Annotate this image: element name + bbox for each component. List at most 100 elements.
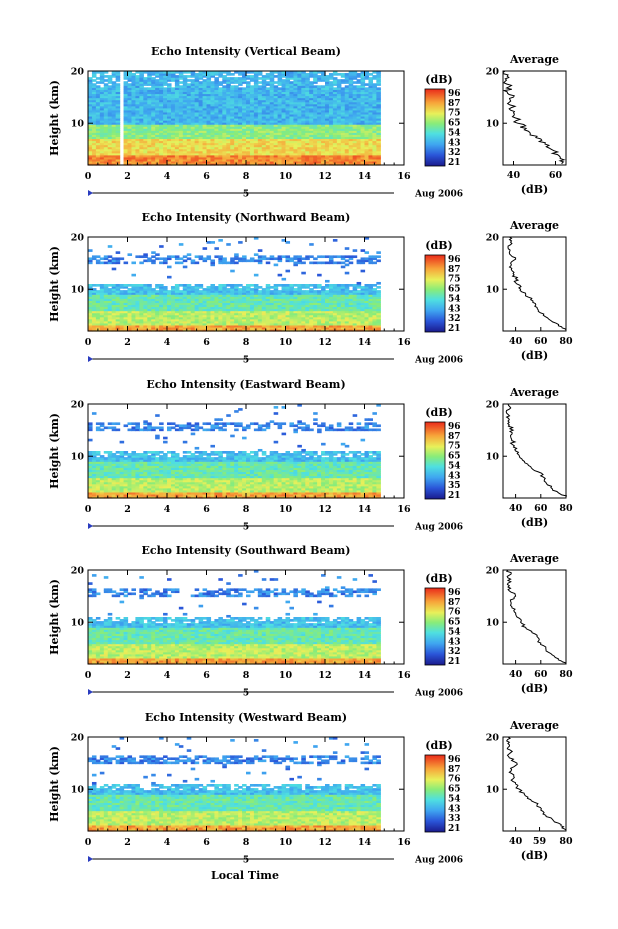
heatmap-cell [364,107,370,111]
heatmap-cell [305,97,310,101]
heatmap-cell [289,162,294,166]
heatmap-cell [246,324,251,328]
heatmap-cell [88,322,93,326]
heatmap-cell [174,136,180,140]
heatmap-cell [170,318,176,322]
heatmap-cell [317,77,322,80]
heatmap-cell [139,103,144,107]
heatmap-cell [293,158,298,162]
heatmap-cell [309,304,314,308]
heatmap-cell [226,113,231,117]
heatmap-cell [352,140,358,144]
heatmap-cell [151,79,156,82]
heatmap-cell [178,320,184,324]
heatmap-cell [281,107,287,111]
heatmap-cell [151,142,156,146]
heatmap-cell [202,124,208,127]
heatmap-cell [297,304,302,308]
heatmap-cell [321,120,326,123]
heatmap-cell [170,109,176,113]
heatmap-cell [332,101,338,105]
heatmap-cell [285,316,291,320]
heatmap-cell [293,152,298,156]
heatmap-cell [123,109,129,113]
heatmap-cell [135,146,140,150]
heatmap-cell [293,294,298,297]
heatmap-cell [317,113,322,117]
heatmap-cell [194,306,200,310]
heatmap-cell [261,89,267,93]
heatmap-cell [313,71,318,74]
heatmap-cell [242,324,247,328]
heatmap-cell [261,75,267,78]
heatmap-cell [103,156,109,160]
heatmap-cell [170,113,176,117]
heatmap-cell [297,124,302,127]
heatmap-cell [364,150,370,154]
heatmap-cell [190,126,196,129]
heatmap-cell [348,107,354,111]
heatmap-cell [206,140,212,144]
heatmap-cell [222,109,227,113]
heatmap-cell [194,308,200,312]
heatmap-cell [95,85,101,88]
heatmap-cell [167,101,172,105]
heatmap-cell [242,286,247,289]
heatmap-cell [253,320,259,324]
heatmap-cell [368,134,373,137]
heatmap-cell [325,132,330,135]
heatmap-cell [301,162,306,166]
heatmap-cell [230,288,235,291]
heatmap-cell [214,138,219,142]
heatmap-cell [222,113,227,117]
heatmap-cell [194,101,200,105]
heatmap-cell [348,111,354,115]
heatmap-cell [265,318,271,322]
heatmap-cell [257,130,263,133]
heatmap-cell [317,310,322,314]
heatmap-cell [242,300,247,303]
heatmap-cell [281,294,287,297]
heatmap-cell [352,286,358,289]
heatmap-cell [269,302,275,306]
heatmap-cell [309,105,314,109]
heatmap-cell [336,302,342,306]
heatmap-cell [297,126,302,129]
heatmap-cell [317,308,322,312]
heatmap-cell [360,101,366,105]
heatmap-cell [123,111,129,115]
heatmap-cell [321,156,326,160]
heatmap-cell [190,148,196,152]
heatmap-cell [198,138,204,142]
heatmap-cell [143,306,148,310]
heatmap-cell [95,93,101,97]
heatmap-cell [249,320,255,324]
heatmap-cell [253,75,259,78]
heatmap-cell [257,103,263,107]
heatmap-cell [198,107,204,111]
heatmap-cell [182,83,188,86]
heatmap-cell [214,310,219,314]
heatmap-cell [170,298,176,301]
heatmap-cell [234,122,239,125]
heatmap-cell [127,324,133,328]
heatmap-cell [293,298,298,301]
heatmap-cell [285,314,291,318]
heatmap-cell [234,134,239,137]
heatmap-cell [340,134,346,137]
heatmap-cell [313,73,318,76]
heatmap-cell [151,150,156,154]
heatmap-cell [332,152,338,156]
heatmap-cell [186,154,192,158]
heatmap-cell [364,302,370,306]
heatmap-cell [360,105,366,109]
heatmap-cell [95,140,101,144]
heatmap-cell [143,130,148,133]
heatmap-cell [269,101,275,105]
heatmap-cell [269,99,275,103]
heatmap-cell [155,292,160,295]
heatmap-cell [336,318,342,322]
heatmap-cell [368,324,373,328]
heatmap-cell [182,156,188,160]
heatmap-cell [289,154,294,158]
